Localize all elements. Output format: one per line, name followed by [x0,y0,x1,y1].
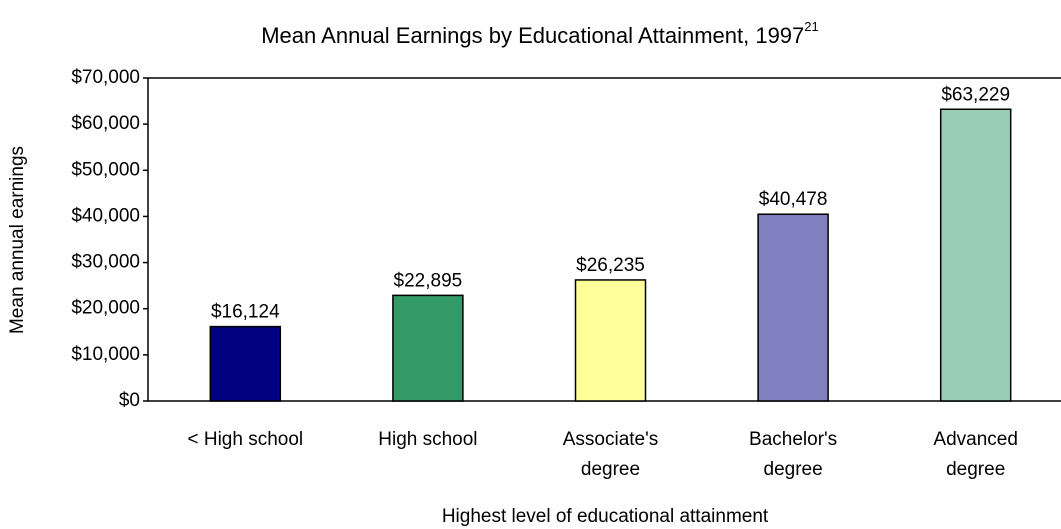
x-axis-title: Highest level of educational attainment [442,506,769,527]
y-tick-label: $10,000 [71,344,140,365]
y-tick-label: $60,000 [71,113,140,134]
bar [939,108,1012,402]
y-tick-label: $30,000 [71,252,140,273]
bar [392,294,464,402]
x-tick-label: High school [378,429,478,450]
title-text: Mean Annual Earnings by Educational Atta… [261,23,804,48]
value-label: $40,478 [759,189,828,210]
y-axis-title: Mean annual earnings [7,146,28,334]
y-tick-label: $0 [119,390,140,411]
x-tick-label: Advanced degree [933,429,1018,480]
value-label: $22,895 [394,270,463,291]
x-tick-label: Bachelor's degree [749,429,838,480]
value-label: $26,235 [576,255,645,276]
y-tick-label: $50,000 [71,159,140,180]
title-superscript: 21 [804,19,818,34]
chart-title: Mean Annual Earnings by Educational Atta… [261,19,819,47]
value-label: $63,229 [941,84,1010,105]
x-tick-label: < High school [187,429,304,450]
x-tick-label: Associate's degree [562,429,659,480]
bar [574,279,647,402]
y-tick-label: $70,000 [71,67,140,88]
value-label: $16,124 [211,302,280,323]
y-tick-label: $40,000 [71,205,140,226]
y-tick-label: $20,000 [71,298,140,319]
bar [209,325,282,402]
bar [757,213,829,402]
